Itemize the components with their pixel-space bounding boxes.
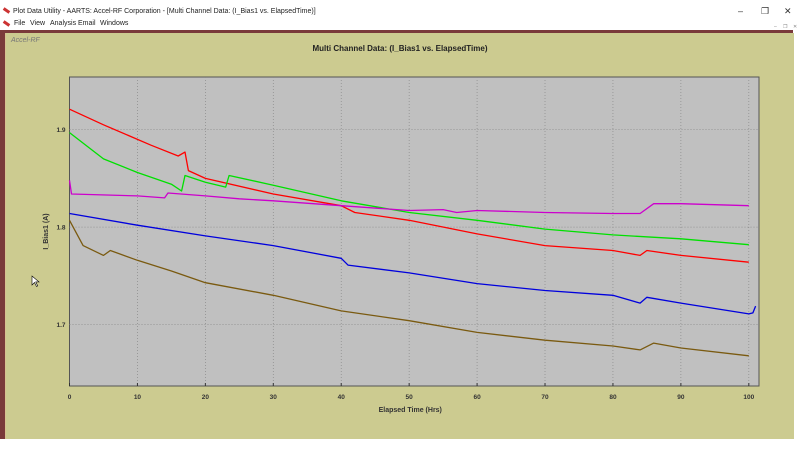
menu-windows[interactable]: Windows (100, 20, 129, 27)
x-tick-label: 20 (202, 394, 210, 401)
x-tick-label: 80 (609, 394, 617, 401)
menu-file[interactable]: File (14, 20, 26, 27)
x-tick-label: 60 (473, 394, 481, 401)
x-tick-label: 70 (541, 394, 549, 401)
series-line-1 (69, 108, 749, 263)
menu-email[interactable]: Email (78, 20, 96, 27)
x-tick-label: 30 (270, 394, 278, 401)
menu-view[interactable]: View (30, 20, 46, 27)
title-bar: Plot Data Utility - AARTS: Accel-RF Corp… (0, 0, 800, 22)
x-tick-label: 40 (338, 394, 346, 401)
restore-button[interactable]: ❐ (761, 6, 770, 16)
child-restore-button[interactable]: ❐ (783, 24, 788, 30)
child-close-button[interactable]: ✕ (793, 24, 798, 30)
plot-area (69, 76, 760, 387)
window-title: Plot Data Utility - AARTS: Accel-RF Corp… (13, 8, 316, 15)
x-axis-label: Elapsed Time (Hrs) (379, 407, 442, 414)
chart-title: Multi Channel Data: (I_Bias1 vs. Elapsed… (312, 44, 488, 53)
child-caption: Accel-RF (11, 37, 40, 44)
x-tick-label: 10 (134, 394, 142, 401)
menu-analysis[interactable]: Analysis (50, 20, 77, 27)
y-tick-label: 1.7 (56, 322, 65, 329)
menu-bar: File View Analysis Email Windows (0, 18, 800, 30)
y-axis-label: I_Bias1 (A) (43, 213, 50, 249)
y-tick-label: 1.9 (56, 127, 65, 134)
close-button[interactable]: ✕ (784, 6, 792, 16)
x-tick-label: 100 (743, 394, 754, 401)
x-tick-label: 90 (677, 394, 685, 401)
x-tick-label: 0 (68, 394, 72, 401)
mouse-cursor-icon (31, 275, 40, 287)
minimize-button[interactable]: – (738, 6, 744, 16)
y-tick-label: 1.8 (56, 225, 65, 232)
series-line-4 (69, 212, 757, 315)
series-line-5 (68, 219, 749, 357)
series-line-2 (69, 132, 749, 246)
x-tick-label: 50 (406, 394, 414, 401)
series-line-3 (68, 180, 749, 215)
child-minimize-button[interactable]: – (774, 24, 777, 30)
